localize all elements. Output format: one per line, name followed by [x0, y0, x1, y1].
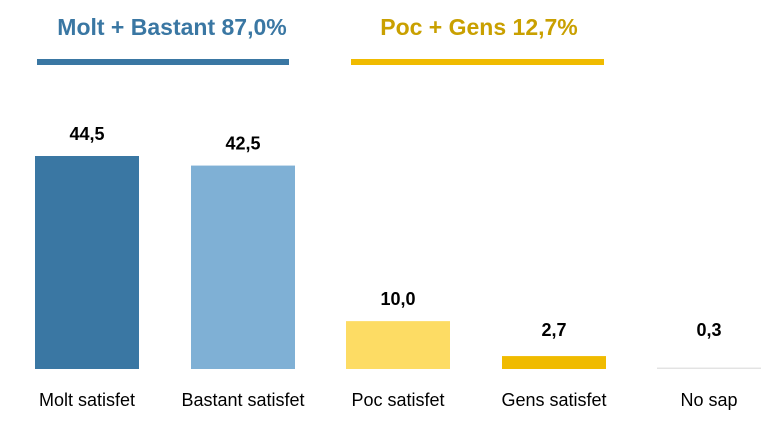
- bar: [346, 321, 450, 369]
- category-label: Poc satisfet: [351, 390, 444, 410]
- category-label: Bastant satisfet: [181, 390, 304, 410]
- value-label: 10,0: [380, 289, 415, 309]
- value-label: 44,5: [69, 124, 104, 144]
- bar: [657, 367, 761, 369]
- bar: [502, 356, 606, 369]
- category-label: Gens satisfet: [501, 390, 606, 410]
- bar: [191, 165, 295, 369]
- value-label: 2,7: [541, 320, 566, 340]
- annotation: Molt + Bastant 87,0%: [57, 14, 286, 40]
- annotation-line: [351, 59, 604, 65]
- category-label: No sap: [680, 390, 737, 410]
- annotation: Poc + Gens 12,7%: [380, 14, 578, 40]
- annotation-line: [37, 59, 289, 65]
- bar: [35, 156, 139, 369]
- value-label: 42,5: [225, 134, 260, 154]
- value-label: 0,3: [696, 320, 721, 340]
- category-label: Molt satisfet: [39, 390, 135, 410]
